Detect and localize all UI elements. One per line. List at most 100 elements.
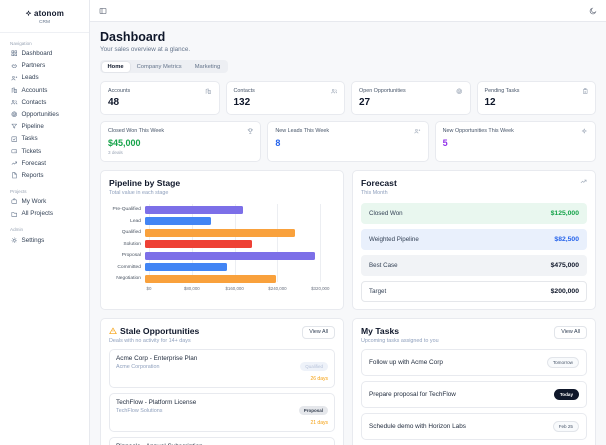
stat-value: 12 <box>484 97 496 109</box>
topbar <box>90 0 606 22</box>
folder-icon <box>11 211 18 218</box>
forecast-rows: Closed Won $125,000 Weighted Pipeline $82,… <box>361 202 587 302</box>
bar-pre-qualified <box>145 205 244 214</box>
brand-subtitle: CRM <box>39 19 50 25</box>
stat-subtext <box>443 150 588 155</box>
bar-committed <box>145 263 228 272</box>
page-subtitle: Your sales overview at a glance. <box>100 46 191 53</box>
bar-proposal <box>145 251 315 260</box>
stat-value: 27 <box>359 97 371 109</box>
sidebar-item-tasks[interactable]: Tasks <box>8 133 81 145</box>
sidebar-item-forecast[interactable]: Forecast <box>8 157 81 169</box>
chart-title: Pipeline by Stage <box>109 177 181 188</box>
clipboard-icon <box>582 88 589 95</box>
chart-category-label: Committed <box>117 264 141 270</box>
gear-icon <box>11 237 18 244</box>
chart-bar-row: Committed <box>109 261 335 273</box>
stat-value: 8 <box>275 137 281 148</box>
forecast-row-best-case: Best Case $475,000 <box>361 254 587 276</box>
stat-value: $45,000 <box>108 137 141 148</box>
stat-subtext <box>275 150 420 155</box>
building-icon <box>205 88 212 95</box>
stage-badge: Proposal <box>298 406 328 415</box>
x-axis-tick: $80,000 <box>183 286 200 292</box>
chart-category-label: Proposal <box>121 253 141 259</box>
week-cards-row: Closed Won This Week $45,000 3 deals New… <box>100 121 596 162</box>
sidebar-toggle-icon[interactable] <box>99 7 107 15</box>
stat-card-contacts: Contacts 132 <box>225 81 345 116</box>
stale-days: 26 days <box>310 375 328 382</box>
main-area: Dashboard Your sales overview at a glanc… <box>90 0 606 445</box>
stale-item[interactable]: Pinnacle - Annual SubscriptionPinnacle I… <box>109 436 335 445</box>
tab-company-metrics[interactable]: Company Metrics <box>136 63 182 70</box>
x-axis-tick: $320,000 <box>311 286 330 292</box>
sidebar-item-reports[interactable]: Reports <box>8 169 81 181</box>
stat-label: Accounts <box>108 88 131 95</box>
card-closed-won-week: Closed Won This Week $45,000 3 deals <box>100 121 262 162</box>
chart-bar-row: Solution <box>109 238 335 250</box>
stat-label: New Opportunities This Week <box>442 128 514 135</box>
card-new-leads-week: New Leads This Week 8 <box>267 121 429 162</box>
check-square-icon <box>11 136 18 143</box>
bar-lead <box>145 217 211 226</box>
forecast-value: $200,000 <box>550 287 579 295</box>
pipeline-bar-chart: Pre-Qualified Lead Qualified Solution Pr… <box>109 203 335 294</box>
stat-label: Pending Tasks <box>484 88 520 95</box>
due-badge: Feb 25 <box>552 420 579 432</box>
stale-item[interactable]: TechFlow - Platform License TechFlow Solu… <box>109 392 335 432</box>
chart-bar-row: Negotiation <box>109 273 335 285</box>
stat-subtext: 3 deals <box>108 149 123 155</box>
x-axis-tick: $240,000 <box>268 286 287 292</box>
sidebar-item-partners[interactable]: Partners <box>8 60 81 72</box>
sidebar-item-contacts[interactable]: Contacts <box>8 96 81 108</box>
sidebar-item-all-projects[interactable]: All Projects <box>8 208 81 220</box>
forecast-title: Forecast <box>361 177 397 188</box>
stat-value: 48 <box>108 97 120 109</box>
forecast-value: $475,000 <box>550 261 579 269</box>
chart-bar-row: Lead <box>109 215 335 227</box>
tab-home[interactable]: Home <box>101 61 130 72</box>
task-item[interactable]: Schedule demo with Horizon Labs Feb 25 <box>361 412 587 440</box>
task-item[interactable]: Prepare proposal for TechFlow Today <box>361 380 587 408</box>
theme-toggle-icon[interactable] <box>589 7 597 15</box>
stat-label: Open Opportunities <box>359 88 406 95</box>
forecast-row-closed-won: Closed Won $125,000 <box>361 202 587 224</box>
tasks-view-all-button[interactable]: View All <box>554 325 587 339</box>
tasks-subtitle: Upcoming tasks assigned to you <box>361 337 439 344</box>
stale-view-all-button[interactable]: View All <box>302 325 335 339</box>
stat-cards-row: Accounts 48 Contacts 132 Open Opportunit… <box>100 81 596 116</box>
task-item[interactable]: Follow up with Acme Corp Tomorrow <box>361 348 587 376</box>
bar-negotiation <box>145 274 277 283</box>
my-tasks-panel: My Tasks Upcoming tasks assigned to you … <box>352 317 596 445</box>
sidebar-item-dashboard[interactable]: Dashboard <box>8 48 81 60</box>
sidebar-item-leads[interactable]: Leads <box>8 72 81 84</box>
stat-label: Closed Won This Week <box>108 128 165 135</box>
target-icon <box>11 111 18 118</box>
trend-up-icon <box>11 160 18 167</box>
x-axis-tick: $0 <box>146 286 152 292</box>
stat-label: Contacts <box>233 88 255 95</box>
page-title: Dashboard <box>100 30 166 44</box>
sidebar-item-settings[interactable]: Settings <box>8 234 81 246</box>
sidebar-item-opportunities[interactable]: Opportunities <box>8 108 81 120</box>
sidebar-item-my-work[interactable]: My Work <box>8 196 81 208</box>
due-badge: Today <box>553 388 579 400</box>
sidebar-item-tickets[interactable]: Tickets <box>8 145 81 157</box>
tab-marketing[interactable]: Marketing <box>194 63 221 70</box>
forecast-row-weighted-pipeline: Weighted Pipeline $82,500 <box>361 228 587 250</box>
bar-qualified <box>145 228 296 237</box>
pipeline-chart-panel: Pipeline by Stage Total value in each st… <box>100 169 344 310</box>
brand-logo: atonom CRM <box>0 5 89 33</box>
stale-item[interactable]: Acme Corp - Enterprise Plan Acme Corporat… <box>109 348 335 388</box>
sidebar-item-pipeline[interactable]: Pipeline <box>8 121 81 133</box>
sparkle-icon <box>581 128 588 135</box>
forecast-panel: Forecast This Month Closed Won $125,000 W… <box>352 169 596 310</box>
sidebar-nav: Navigation Dashboard Partners Leads Acco… <box>0 33 89 247</box>
due-badge: Tomorrow <box>546 356 579 368</box>
nav-section-label: Projects <box>10 188 27 194</box>
building-icon <box>11 87 18 94</box>
sidebar-item-accounts[interactable]: Accounts <box>8 84 81 96</box>
tab-bar: Home Company Metrics Marketing <box>100 60 228 74</box>
forecast-value: $125,000 <box>550 209 579 217</box>
